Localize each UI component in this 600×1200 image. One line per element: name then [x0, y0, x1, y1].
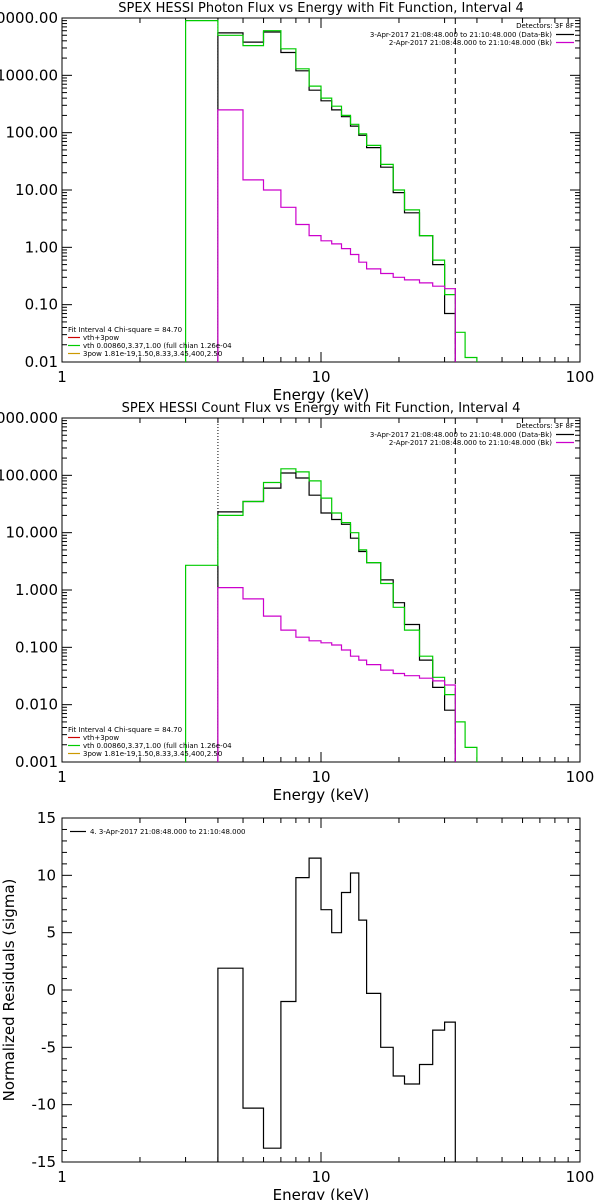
plot-frame: [61, 417, 581, 763]
y-tick-label: 15: [37, 809, 56, 827]
y-tick-label: 1000.000: [0, 409, 58, 427]
x-axis-label: Energy (keV): [273, 1186, 370, 1200]
y-tick-label: 1.00: [25, 238, 58, 256]
chart-title: SPEX HESSI Count Flux vs Energy with Fit…: [122, 401, 521, 416]
y-tick-label: 1.000: [15, 581, 58, 599]
chart-panel-2: SPEX HESSI Count Flux vs Energy with Fit…: [0, 401, 594, 804]
legend-fit-entry: vth+3pow: [83, 334, 119, 342]
legend-detectors: Detectors: 3F 8F: [516, 22, 574, 30]
y-tick-label: 10.000: [6, 524, 59, 542]
x-tick-label: 1: [57, 1168, 67, 1186]
series-line-data: [217, 31, 456, 362]
y-tick-label: -10: [32, 1096, 57, 1114]
y-tick-label: -5: [41, 1038, 56, 1056]
y-tick-label: -15: [32, 1153, 57, 1171]
y-tick-label: 10000.00: [0, 9, 58, 27]
y-axis-label: Normalized Residuals (sigma): [0, 879, 18, 1102]
series-line-4-3-apr-2017-21-08-4: [217, 857, 456, 1162]
series-line-3pow: [217, 587, 456, 762]
y-tick-label: 0.10: [25, 296, 58, 314]
legend-detectors: Detectors: 3F 8F: [516, 422, 574, 430]
legend-fit-header: Fit Interval 4 Chi-square = 84.70: [68, 726, 182, 734]
y-tick-label: 10: [37, 866, 56, 884]
series-group: [185, 468, 478, 762]
x-tick-label: 10: [311, 1168, 330, 1186]
y-tick-label: 0.001: [15, 753, 58, 771]
x-tick-label: 10: [311, 768, 330, 786]
legend-entry: 4. 3-Apr-2017 21:08:48.000 to 21:10:48.0…: [90, 828, 245, 836]
chart-panel-3: 1 10 100 Energy (keV) 15 10 5 0 -5 -10 -15 Normaliz…: [0, 809, 594, 1200]
legend-fit-entry: vth+3pow: [83, 734, 119, 742]
y-tick-label: 0.100: [15, 638, 58, 656]
y-tick-label: 5: [46, 924, 56, 942]
series-line-data: [217, 472, 456, 762]
x-tick-label: 100: [566, 1168, 595, 1186]
series-group: [217, 857, 456, 1162]
chart-panel-1: SPEX HESSI Photon Flux vs Energy with Fi…: [0, 1, 594, 404]
series-line-vth-3pow: [185, 20, 478, 362]
y-tick-label: 0: [46, 981, 56, 999]
y-tick-label: 1000.00: [0, 66, 58, 84]
series-line-3pow: [217, 109, 456, 362]
legend-fit-entry: 3pow 1.81e-19,1.50,8.33,3.45,400,2.50: [83, 750, 222, 758]
y-tick-label: 0.010: [15, 696, 58, 714]
legend-top-entry: 3-Apr-2017 21:08:48.000 to 21:10:48.000 …: [370, 431, 552, 439]
legend-fit-entry: vth 0.00860,3.37,1.00 (full chian 1.26e-…: [83, 342, 232, 350]
legend-fit-entry: vth 0.00860,3.37,1.00 (full chian 1.26e-…: [83, 742, 232, 750]
x-tick-label: 1: [57, 768, 67, 786]
legend-fit-header: Fit Interval 4 Chi-square = 84.70: [68, 326, 182, 334]
series-line-vth-3pow: [185, 468, 478, 762]
legend-top-entry: 2-Apr-2017 21:08:48.000 to 21:10:48.000 …: [389, 439, 552, 447]
legend-top-entry: 3-Apr-2017 21:08:48.000 to 21:10:48.000 …: [370, 31, 552, 39]
legend-top-entry: 2-Apr-2017 21:08:48.000 to 21:10:48.000 …: [389, 39, 552, 47]
x-axis-label: Energy (keV): [273, 786, 370, 804]
y-tick-label: 0.01: [25, 353, 58, 371]
chart-title: SPEX HESSI Photon Flux vs Energy with Fi…: [118, 1, 524, 16]
legend-fit-entry: 3pow 1.81e-19,1.50,8.33,3.45,400,2.50: [83, 350, 222, 358]
series-group: [185, 20, 478, 362]
x-tick-label: 10: [311, 368, 330, 386]
x-tick-label: 100: [566, 368, 595, 386]
y-tick-label: 100.00: [6, 124, 59, 142]
x-tick-label: 100: [566, 768, 595, 786]
x-tick-label: 1: [57, 368, 67, 386]
x-axis-label: Energy (keV): [273, 386, 370, 404]
y-tick-label: 100.000: [0, 466, 58, 484]
plot-frame: [61, 17, 581, 363]
y-tick-label: 10.00: [15, 181, 58, 199]
